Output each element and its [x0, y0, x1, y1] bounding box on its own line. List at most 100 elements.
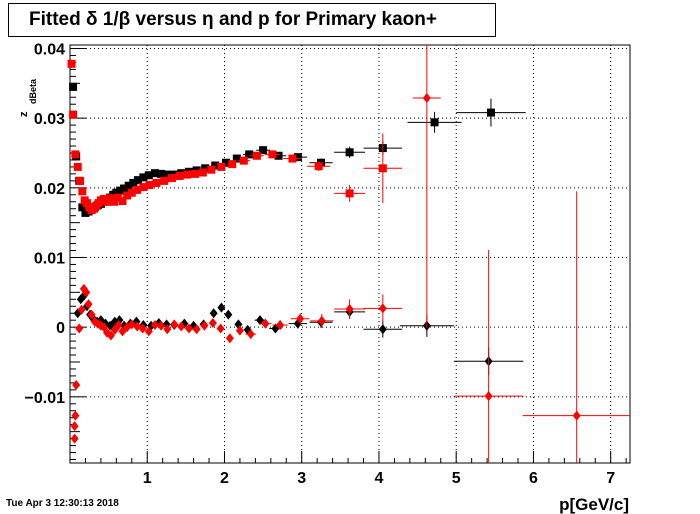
x-tick-label: 5 [452, 470, 461, 487]
data-point-diamond [422, 92, 431, 103]
series-1 [67, 59, 403, 215]
data-point-diamond [150, 320, 159, 331]
data-point-diamond [216, 323, 225, 334]
y-axis-label-subscript: dBeta [28, 78, 38, 104]
data-point-square [160, 176, 169, 185]
data-point-diamond [378, 303, 387, 314]
data-point-square [82, 199, 91, 208]
data-point-square [232, 154, 241, 163]
data-point-square [198, 168, 207, 177]
y-tick-label: 0.04 [34, 41, 65, 58]
data-point-diamond [345, 304, 354, 315]
data-point-square [430, 118, 439, 127]
data-point-square [139, 173, 148, 182]
data-point-square [222, 158, 231, 167]
data-point-square [191, 169, 200, 178]
data-point-diamond [261, 318, 270, 329]
data-point-diamond [224, 309, 233, 320]
data-point-diamond [170, 319, 179, 330]
data-point-diamond [70, 421, 79, 432]
data-point-square [207, 165, 216, 174]
data-point-diamond [572, 410, 581, 421]
y-axis-label: z [18, 111, 30, 117]
x-tick-label: 6 [529, 470, 538, 487]
grid-lines [70, 45, 630, 463]
data-point-diamond [177, 321, 186, 332]
data-point-square [228, 160, 237, 169]
plot-frame [69, 44, 631, 464]
data-point-square [378, 164, 387, 173]
data-point-diamond [200, 320, 209, 331]
data-point-diamond [82, 287, 91, 298]
data-point-square [201, 164, 210, 173]
data-point-diamond [87, 309, 96, 320]
data-point-square [183, 170, 192, 179]
data-point-diamond [72, 379, 81, 390]
data-point-diamond [296, 313, 305, 324]
data-point-diamond [208, 317, 217, 328]
x-tick-label: 7 [606, 470, 615, 487]
data-point-diamond [378, 324, 387, 335]
data-point-square [239, 156, 248, 165]
data-point-diamond [70, 433, 79, 444]
y-tick-label: −0.01 [25, 390, 66, 407]
data-point-square [67, 59, 76, 68]
data-point-diamond [75, 323, 84, 334]
data-point-square [268, 150, 277, 159]
data-point-square [71, 150, 80, 159]
data-point-square [76, 176, 85, 185]
data-point-square [139, 183, 148, 192]
data-point-diamond [225, 333, 234, 344]
data-point-diamond [317, 315, 326, 326]
data-point-square [288, 154, 297, 163]
data-point-diamond [235, 325, 244, 336]
data-point-square [78, 203, 87, 212]
plot-title: Fitted δ 1/β versus η and p for Primary … [29, 9, 437, 30]
data-point-square [123, 191, 132, 200]
data-point-diamond [246, 329, 255, 340]
data-point-diamond [163, 324, 172, 335]
data-point-square [486, 108, 495, 117]
data-point-square [345, 148, 354, 157]
data-point-square [211, 161, 220, 170]
data-point-square [129, 178, 138, 187]
data-point-square [118, 197, 127, 206]
y-tick-label: 0.03 [34, 111, 65, 128]
plot-title-box: Fitted δ 1/β versus η and p for Primary … [8, 3, 496, 37]
data-point-diamond [484, 391, 493, 402]
data-point-diamond [217, 302, 226, 313]
data-point-square [163, 170, 172, 179]
x-axis-label: p[GeV/c] [559, 495, 629, 514]
data-point-square [113, 193, 122, 202]
data-point-diamond [84, 299, 93, 310]
data-point-square [293, 153, 302, 162]
data-point-diamond [276, 320, 285, 331]
data-point-square [145, 181, 154, 190]
data-point-diamond [71, 410, 80, 421]
data-point-square [314, 162, 323, 171]
data-point-diamond [138, 323, 147, 334]
data-point-square [217, 162, 226, 171]
data-point-square [127, 188, 136, 197]
data-marks [67, 45, 630, 463]
data-point-square [69, 82, 78, 91]
data-point-diamond [114, 320, 123, 331]
data-point-diamond [184, 323, 193, 334]
data-point-square [124, 181, 133, 190]
data-point-square [78, 187, 87, 196]
data-point-square [110, 197, 119, 206]
y-tick-label: 0.01 [34, 250, 65, 267]
x-tick-label: 1 [143, 470, 152, 487]
x-tick-label: 4 [375, 470, 384, 487]
data-point-diamond [106, 330, 115, 341]
axes: 1 2 3 4 5 6 7 −0.01 0 0.01 0.02 0.03 0.04 [25, 41, 627, 487]
data-point-square [120, 184, 129, 193]
data-point-square [133, 185, 142, 194]
data-point-square [133, 176, 142, 185]
data-point-square [73, 162, 82, 171]
y-tick-label: 0 [56, 320, 65, 337]
data-point-diamond [256, 315, 265, 326]
x-tick-label: 3 [297, 470, 306, 487]
data-point-diamond [157, 320, 166, 331]
